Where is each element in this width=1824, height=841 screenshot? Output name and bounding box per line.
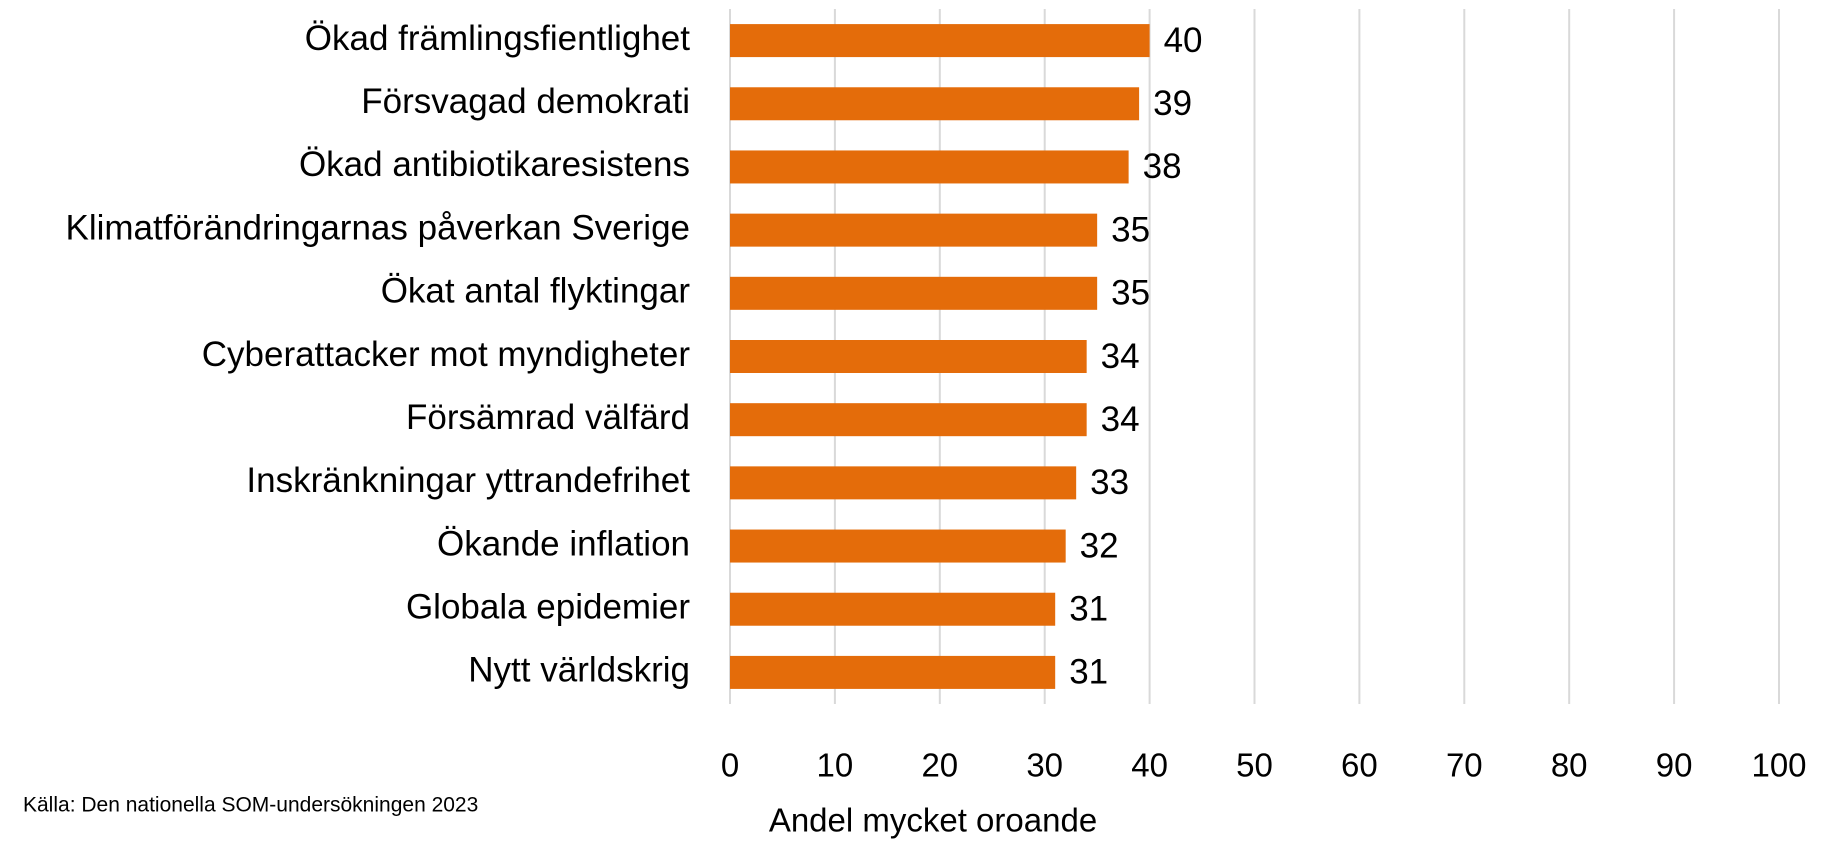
bar	[730, 466, 1077, 500]
source-note: Källa: Den nationella SOM-undersökningen…	[23, 794, 478, 817]
value-label: 31	[1069, 653, 1108, 692]
bar	[730, 213, 1098, 247]
bar	[730, 655, 1056, 689]
x-tick-label: 40	[1131, 747, 1168, 784]
category-label: Globala epidemier	[406, 587, 690, 626]
bar	[730, 150, 1129, 184]
bar	[730, 403, 1087, 437]
x-tick-label: 60	[1341, 747, 1378, 784]
value-label: 40	[1164, 21, 1203, 60]
x-tick-label: 80	[1551, 747, 1588, 784]
value-label: 35	[1111, 210, 1150, 249]
category-label: Ökad antibiotikaresistens	[299, 145, 690, 184]
value-label: 39	[1153, 84, 1192, 123]
x-tick-label: 10	[817, 747, 854, 784]
x-tick-label: 20	[921, 747, 958, 784]
value-label: 35	[1111, 274, 1150, 313]
category-label: Försvagad demokrati	[361, 82, 690, 121]
value-label: 31	[1069, 589, 1108, 628]
category-label: Ökande inflation	[437, 524, 690, 563]
bar	[730, 529, 1066, 563]
category-label: Klimatförändringarnas påverkan Sverige	[66, 208, 691, 247]
x-tick-label: 30	[1026, 747, 1063, 784]
x-tick-label: 70	[1446, 747, 1483, 784]
bar	[730, 592, 1056, 626]
x-tick-label: 0	[721, 747, 739, 784]
category-label: Cyberattacker mot myndigheter	[202, 335, 691, 374]
value-label: 32	[1080, 526, 1119, 565]
x-tick-label: 100	[1751, 747, 1806, 784]
bar	[730, 276, 1098, 310]
value-label: 34	[1101, 337, 1140, 376]
bar	[730, 340, 1087, 373]
x-tick-label: 90	[1656, 747, 1693, 784]
category-label: Ökad främlingsfientlighet	[305, 19, 690, 58]
category-label: Ökat antal flyktingar	[381, 272, 691, 311]
bar	[730, 24, 1150, 58]
category-label: Försämrad välfärd	[406, 398, 690, 437]
value-label: 38	[1143, 147, 1182, 186]
category-label: Inskränkningar yttrandefrihet	[246, 461, 690, 500]
category-label: Nytt världskrig	[468, 651, 690, 690]
x-axis-title: Andel mycket oroande	[769, 802, 1097, 839]
bar	[730, 87, 1140, 121]
value-label: 33	[1090, 463, 1129, 502]
value-label: 34	[1101, 400, 1140, 439]
x-tick-label: 50	[1236, 747, 1273, 784]
